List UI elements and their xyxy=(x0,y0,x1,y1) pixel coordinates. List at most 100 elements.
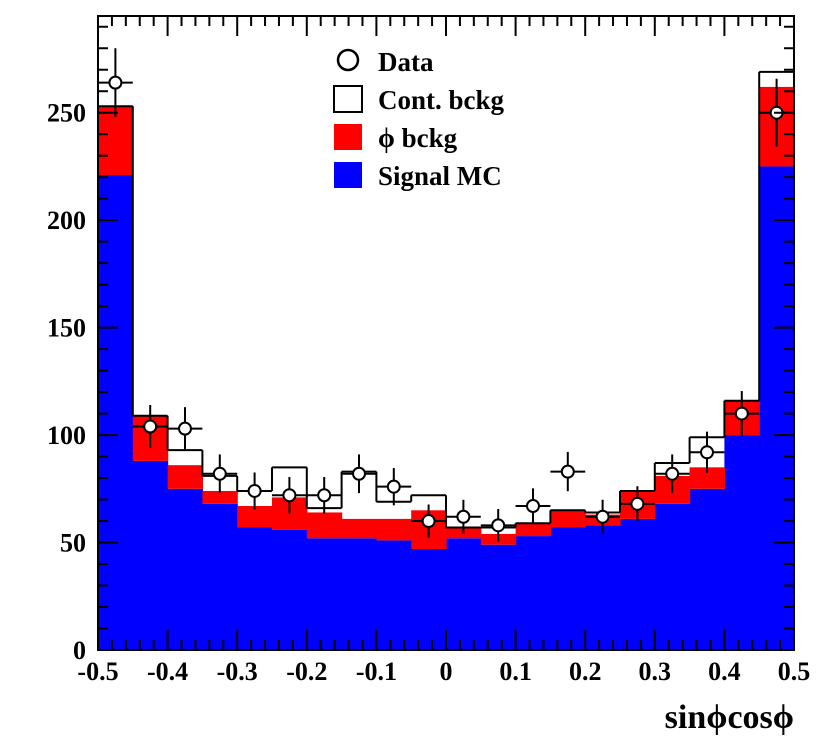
bar-signal-mc-15 xyxy=(620,518,656,650)
data-point-11 xyxy=(480,509,516,542)
data-marker-13 xyxy=(560,464,575,479)
data-point-9 xyxy=(411,504,446,538)
data-point-7 xyxy=(341,454,377,494)
data-point-0 xyxy=(98,48,133,118)
legend-marker-data xyxy=(336,48,360,72)
legend-label-2: ϕ bckg xyxy=(378,123,458,153)
bar--bckg-3 xyxy=(202,490,238,504)
bar--bckg-0 xyxy=(98,106,134,176)
bar--bckg-12 xyxy=(515,523,551,537)
data-marker-10 xyxy=(456,509,471,524)
data-marker-17 xyxy=(700,445,714,460)
data-point-5 xyxy=(272,476,307,514)
x-tick-label-6: 0.1 xyxy=(499,657,532,686)
y-tick-label-3: 150 xyxy=(47,314,86,343)
bar-signal-mc-1 xyxy=(132,460,169,650)
data-marker-14 xyxy=(595,509,610,524)
legend-entry-2: ϕ bckg xyxy=(334,123,458,153)
data-points-layer xyxy=(98,48,794,542)
data-marker-16 xyxy=(665,466,680,481)
bar--bckg-8 xyxy=(376,518,412,541)
legend-marker-open-box xyxy=(333,85,363,113)
x-tick-label-2: -0.3 xyxy=(217,657,258,686)
data-marker-5 xyxy=(282,488,297,503)
bar-signal-mc-5 xyxy=(272,529,308,650)
bar-signal-mc-7 xyxy=(341,538,377,650)
data-marker-15 xyxy=(630,496,645,511)
data-marker-18 xyxy=(734,406,749,421)
bar-signal-mc-0 xyxy=(98,175,134,650)
bar-signal-mc-14 xyxy=(585,525,621,650)
y-tick-label-0: 0 xyxy=(73,636,86,665)
data-point-3 xyxy=(202,454,238,494)
data-point-16 xyxy=(654,454,690,494)
legend-marker-blue-box xyxy=(334,162,362,188)
data-marker-1 xyxy=(143,419,158,434)
bar-signal-mc-16 xyxy=(654,503,691,650)
x-tick-label-4: -0.1 xyxy=(356,657,397,686)
x-tick-label-7: 0.2 xyxy=(569,657,602,686)
x-axis-title: sinϕcosϕ xyxy=(665,699,794,736)
bar--bckg-13 xyxy=(550,510,586,528)
data-point-18 xyxy=(724,391,760,437)
bar--bckg-4 xyxy=(237,506,273,528)
data-marker-3 xyxy=(212,466,227,481)
bar--bckg-17 xyxy=(689,467,725,489)
data-point-12 xyxy=(515,488,551,524)
data-marker-7 xyxy=(352,466,366,481)
data-point-14 xyxy=(585,499,620,534)
y-tick-label-1: 50 xyxy=(60,529,86,558)
bar-signal-mc-19 xyxy=(759,166,795,650)
data-point-10 xyxy=(446,499,481,534)
legend-label-0: Data xyxy=(378,47,434,77)
data-point-13 xyxy=(550,452,586,492)
bar-signal-mc-4 xyxy=(237,527,273,650)
data-point-4 xyxy=(237,472,272,510)
y-tick-label-5: 250 xyxy=(47,99,86,128)
bar-signal-mc-6 xyxy=(306,538,343,650)
data-marker-12 xyxy=(526,499,540,514)
x-tick-label-8: 0.3 xyxy=(639,657,672,686)
x-tick-label-5: 0 xyxy=(440,657,453,686)
data-marker-9 xyxy=(421,514,436,529)
bar-signal-mc-9 xyxy=(411,548,447,650)
bar-signal-mc-11 xyxy=(480,544,517,650)
axes-layer: 0 50 100 150 200 250 -0.5 -0.4 -0.3 -0.2 -0.1 0 0.1 0… xyxy=(47,16,810,686)
data-marker-0 xyxy=(108,75,123,90)
bar-signal-mc-2 xyxy=(167,488,203,650)
legend-entry-0: Data xyxy=(336,47,434,77)
x-tick-label-0: -0.5 xyxy=(77,657,118,686)
legend-marker-red-box xyxy=(334,124,362,150)
legend: Data Cont. bckg ϕ bckg Signal MC xyxy=(333,47,505,191)
data-marker-4 xyxy=(247,483,262,498)
legend-label-1: Cont. bckg xyxy=(378,85,505,115)
bar-signal-mc-18 xyxy=(724,435,760,650)
bar--bckg-7 xyxy=(341,518,377,539)
bar--bckg-2 xyxy=(167,465,203,489)
data-point-6 xyxy=(306,476,342,514)
legend-label-3: Signal MC xyxy=(378,161,502,191)
data-marker-2 xyxy=(178,421,192,436)
bar-signal-mc-13 xyxy=(550,527,586,650)
bar-signal-mc-17 xyxy=(689,488,725,650)
x-tick-label-9: 0.4 xyxy=(708,657,741,686)
bar-signal-mc-10 xyxy=(446,538,482,650)
data-point-17 xyxy=(689,431,725,473)
data-marker-11 xyxy=(491,518,506,533)
data-point-15 xyxy=(620,486,655,522)
y-tick-label-4: 200 xyxy=(47,206,86,235)
bar-signal-mc-3 xyxy=(202,503,238,650)
x-tick-label-3: -0.2 xyxy=(286,657,327,686)
x-tick-label-10: 0.5 xyxy=(778,657,811,686)
data-point-8 xyxy=(376,467,412,506)
data-marker-8 xyxy=(386,479,401,494)
y-tick-label-2: 100 xyxy=(47,421,86,450)
data-point-1 xyxy=(132,404,168,448)
bar-signal-mc-12 xyxy=(515,536,551,650)
x-tick-label-1: -0.4 xyxy=(147,657,188,686)
bar-signal-mc-8 xyxy=(376,540,412,650)
legend-entry-1: Cont. bckg xyxy=(333,85,505,115)
data-marker-6 xyxy=(317,488,332,503)
bar--bckg-6 xyxy=(306,512,343,539)
